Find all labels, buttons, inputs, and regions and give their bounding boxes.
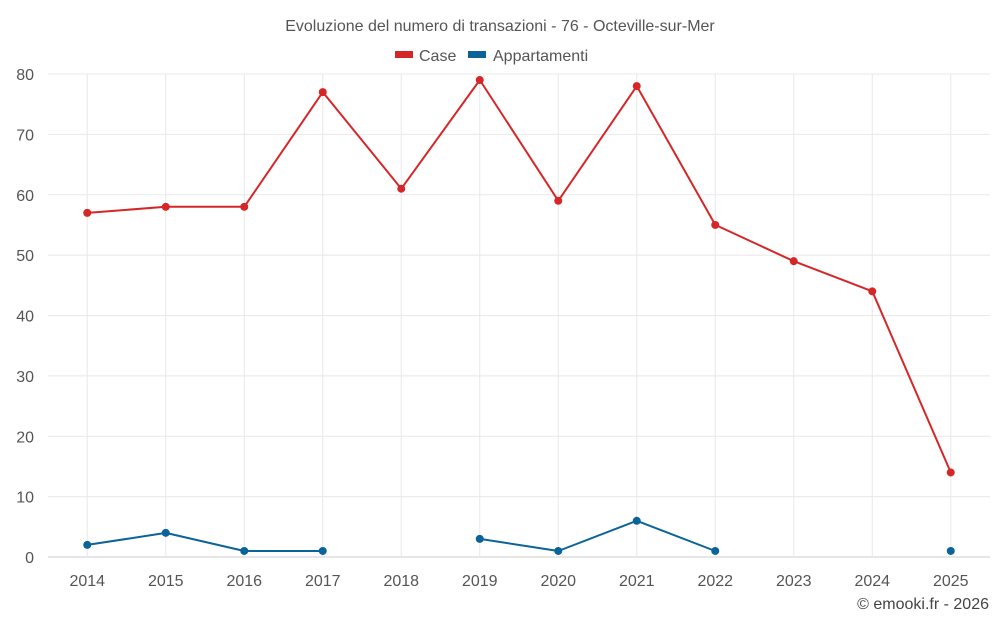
data-point-appartamenti-2020[interactable] (554, 546, 563, 555)
data-point-case-2023[interactable] (789, 257, 798, 266)
data-point-case-2021[interactable] (632, 82, 641, 91)
series-line-case (87, 79, 952, 473)
x-tick-label: 2024 (854, 573, 890, 590)
y-tick-label: 80 (16, 67, 34, 84)
data-point-appartamenti-2016[interactable] (240, 546, 249, 555)
x-tick-label: 2025 (933, 573, 969, 590)
x-tick-label: 2023 (776, 573, 812, 590)
data-point-appartamenti-2025[interactable] (946, 546, 955, 555)
legend-item-case[interactable]: Case (395, 48, 456, 65)
chart-title: Evoluzione del numero di transazioni - 7… (285, 18, 715, 35)
legend: Case Appartamenti (395, 48, 588, 65)
data-point-case-2020[interactable] (554, 196, 563, 205)
legend-item-appartamenti[interactable]: Appartamenti (468, 48, 588, 65)
data-point-case-2016[interactable] (240, 202, 249, 211)
y-tick-label: 70 (16, 127, 34, 144)
gridlines (48, 73, 990, 558)
x-tick-label: 2022 (697, 573, 733, 590)
y-tick-label: 30 (16, 369, 34, 386)
data-point-case-2025[interactable] (946, 468, 955, 477)
x-tick-label: 2017 (305, 573, 341, 590)
legend-label-appartamenti: Appartamenti (493, 48, 588, 65)
y-axis: 0 10 20 30 40 50 60 70 80 (16, 67, 34, 567)
data-point-appartamenti-2021[interactable] (632, 516, 641, 525)
data-point-appartamenti-2022[interactable] (711, 546, 720, 555)
data-point-case-2019[interactable] (475, 76, 484, 85)
x-axis: 2014 2015 2016 2017 2018 2019 2020 2021 2022 2023… (69, 573, 968, 590)
y-tick-label: 60 (16, 188, 34, 205)
x-tick-label: 2021 (619, 573, 655, 590)
y-tick-label: 10 (16, 490, 34, 507)
x-tick-label: 2020 (540, 573, 576, 590)
x-tick-label: 2016 (226, 573, 262, 590)
credit-text: © emooki.fr - 2026 (857, 596, 989, 613)
data-point-appartamenti-2015[interactable] (161, 528, 170, 537)
series-line-appartamenti (479, 519, 716, 552)
x-tick-label: 2019 (462, 573, 498, 590)
series-case (83, 76, 955, 477)
series-layer (83, 76, 955, 555)
data-point-case-2014[interactable] (83, 208, 92, 217)
x-tick-label: 2015 (148, 573, 184, 590)
y-tick-label: 0 (25, 550, 34, 567)
data-point-case-2017[interactable] (318, 88, 327, 97)
y-tick-label: 50 (16, 248, 34, 265)
series-appartamenti (83, 516, 955, 555)
data-point-case-2024[interactable] (868, 287, 877, 296)
data-point-appartamenti-2014[interactable] (83, 540, 92, 549)
data-point-case-2022[interactable] (711, 220, 720, 229)
y-tick-label: 40 (16, 309, 34, 326)
legend-label-case: Case (419, 48, 456, 65)
x-tick-label: 2014 (69, 573, 105, 590)
data-point-case-2018[interactable] (397, 184, 406, 193)
y-tick-label: 20 (16, 429, 34, 446)
series-line-appartamenti (87, 531, 323, 552)
x-tick-label: 2018 (383, 573, 419, 590)
data-point-case-2015[interactable] (161, 202, 170, 211)
legend-swatch-appartamenti (468, 51, 486, 58)
data-point-appartamenti-2019[interactable] (475, 534, 484, 543)
data-point-appartamenti-2017[interactable] (318, 546, 327, 555)
legend-swatch-case (395, 51, 413, 58)
